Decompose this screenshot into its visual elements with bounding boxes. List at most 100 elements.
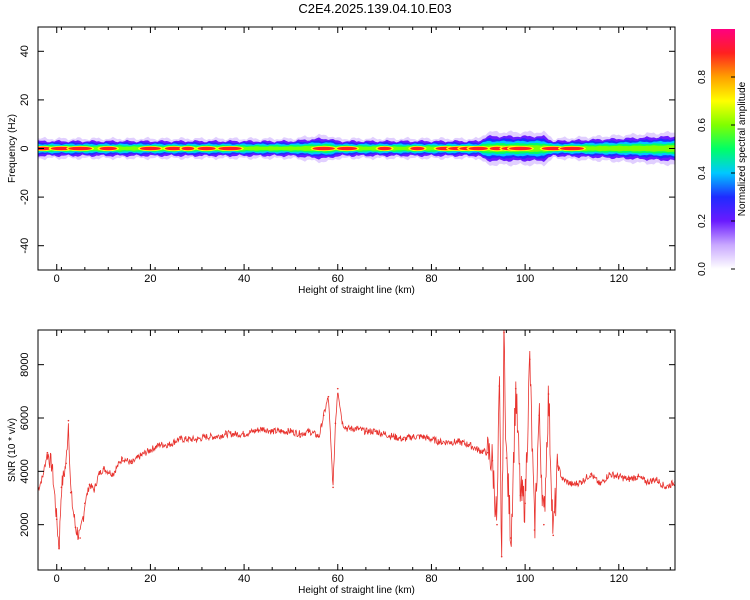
snr-data-point	[102, 467, 105, 470]
spectrogram-ytick-label: -20	[19, 189, 31, 205]
snr-data-point	[411, 435, 414, 438]
snr-data-point	[74, 526, 77, 529]
snr-data-point	[341, 422, 344, 425]
snr-data-point	[60, 486, 63, 489]
snr-data-point	[430, 438, 433, 441]
snr-data-point	[617, 475, 620, 478]
snr-data-point	[636, 475, 639, 478]
snr-data-point	[503, 331, 505, 334]
snr-data-point	[252, 430, 255, 433]
snr-data-point	[440, 441, 442, 443]
spectrogram-hot-spot	[139, 146, 161, 151]
spectrogram-xtick-label: 100	[516, 273, 534, 285]
spectrogram-xtick-label: 60	[332, 273, 344, 285]
spectrogram-hot-spot	[559, 146, 584, 151]
snr-panel: 0 20 40 60 80 100 120 2000 4000 6000 8000 Height of…	[7, 329, 676, 596]
colorbar-tick-label: 0.0	[697, 262, 708, 276]
snr-data-point	[215, 435, 217, 438]
spectrogram-xtick-label: 20	[144, 273, 156, 285]
snr-data-point	[177, 438, 180, 441]
snr-data-point	[374, 430, 377, 433]
colorbar-label: Normalized spectral amplitude	[737, 81, 748, 216]
snr-data-point	[46, 451, 49, 454]
snr-frame	[37, 329, 676, 571]
snr-data-point	[51, 465, 53, 467]
colorbar-gradient	[711, 29, 735, 269]
snr-xtick-label: 20	[144, 573, 156, 585]
snr-data-point	[580, 481, 583, 483]
snr-data-point	[505, 457, 508, 459]
spectrogram-heatmap	[38, 130, 675, 167]
snr-data-point	[365, 430, 367, 433]
snr-data-point	[65, 462, 67, 465]
snr-data-point	[84, 502, 86, 505]
snr-data-point	[130, 462, 133, 465]
snr-ytick-label: 8000	[19, 352, 31, 376]
snr-data-point	[627, 478, 629, 481]
snr-data-point	[543, 523, 545, 526]
snr-data-point	[458, 441, 461, 443]
snr-data-point	[67, 419, 70, 422]
snr-data-point	[608, 473, 611, 475]
snr-data-point	[646, 481, 648, 483]
snr-data-point	[98, 473, 100, 475]
snr-data-point	[327, 395, 330, 398]
snr-data-point	[664, 486, 667, 489]
spectrogram-ylabel: Frequency (Hz)	[7, 114, 18, 183]
spectrogram-ytick-label: 0	[19, 145, 31, 151]
snr-ytick-label: 4000	[19, 459, 31, 483]
snr-data-point	[224, 433, 227, 435]
snr-data-point	[510, 537, 512, 539]
snr-data-point	[538, 414, 540, 417]
snr-data-point	[233, 433, 236, 435]
snr-data-point	[547, 393, 550, 395]
snr-data-point	[290, 430, 292, 433]
snr-data-point	[477, 449, 480, 451]
snr-plot-area	[38, 330, 675, 558]
spectrogram-hot-spot	[164, 146, 183, 151]
snr-ylabel: SNR (10 * v/v)	[7, 418, 18, 482]
snr-data-point	[529, 358, 531, 361]
spectrogram-xtick-label: 40	[238, 273, 250, 285]
snr-data-point	[88, 483, 91, 486]
spectrogram-hot-spot	[99, 146, 118, 151]
spectrogram-hot-spot	[410, 146, 425, 151]
snr-data-point	[58, 547, 60, 550]
snr-data-point	[280, 430, 283, 433]
snr-data-point	[332, 486, 334, 489]
spectrogram-xtick-label: 80	[425, 273, 437, 285]
snr-data-point	[557, 465, 559, 467]
snr-ytick-label: 2000	[19, 512, 31, 536]
snr-xtick-label: 120	[610, 573, 628, 585]
spectrogram-panel: 0 20 40 60 80 100 120 -40 -20 0 20 40 Height of stra…	[7, 26, 676, 296]
snr-data-point	[571, 483, 573, 486]
snr-data-point	[140, 454, 142, 457]
colorbar-tick-label: 0.2	[697, 214, 708, 228]
snr-data-point	[243, 433, 245, 435]
snr-data-point	[41, 475, 44, 478]
snr-data-point	[149, 449, 152, 451]
spectrogram-hot-spot	[181, 146, 195, 151]
snr-data-point	[491, 459, 494, 462]
snr-data-point	[205, 435, 208, 438]
snr-data-point	[262, 427, 264, 430]
spectrogram-hot-spot	[50, 146, 73, 151]
snr-data-point	[655, 478, 658, 481]
snr-data-point	[158, 443, 161, 446]
snr-xtick-label: 60	[332, 573, 344, 585]
colorbar: 0.0 0.2 0.4 0.6 0.8 Normalized spectral ampli…	[697, 29, 748, 276]
snr-data-point	[93, 489, 96, 491]
spectrogram-xtick-label: 120	[610, 273, 628, 285]
snr-data-point	[514, 387, 517, 390]
snr-data-point	[308, 430, 311, 433]
snr-data-point	[496, 523, 498, 526]
snr-xtick-label: 0	[54, 573, 60, 585]
snr-data-point	[299, 433, 302, 435]
spectrogram-hot-spot	[337, 146, 358, 151]
spectrogram-ytick-label: 20	[19, 94, 31, 106]
snr-data-point	[318, 435, 320, 438]
snr-data-point	[334, 422, 337, 425]
snr-data-point	[519, 494, 522, 497]
snr-data-point	[498, 385, 501, 387]
snr-data-point	[383, 433, 386, 435]
